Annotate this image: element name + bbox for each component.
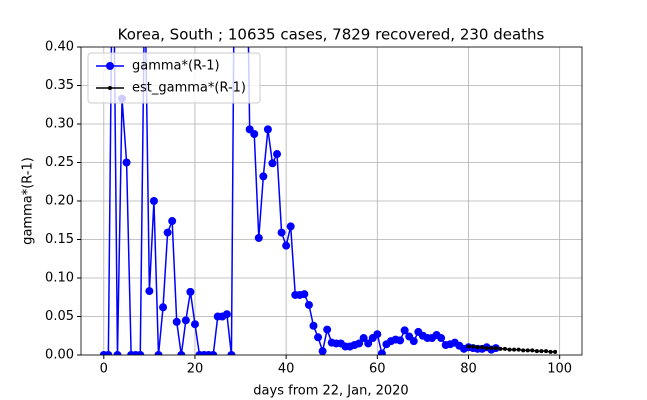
y-tick-label: 0.40 [45, 40, 74, 55]
data-point [314, 333, 323, 342]
y-tick-label: 0.25 [45, 155, 74, 170]
x-tick-label: 0 [100, 362, 108, 377]
data-point [396, 336, 405, 345]
data-point [273, 150, 282, 159]
data-point [484, 346, 489, 351]
data-point [263, 125, 272, 134]
data-point [209, 351, 218, 355]
data-point [177, 351, 186, 355]
y-tick-label: 0.00 [45, 348, 74, 363]
data-point [530, 348, 535, 353]
y-axis-label: gamma*(R-1) [21, 157, 36, 245]
grid [81, 46, 582, 356]
data-point [149, 197, 158, 205]
data-point [489, 346, 494, 351]
data-point [355, 339, 364, 348]
data-point [466, 344, 471, 349]
data-point [254, 233, 263, 242]
data-point [359, 334, 368, 343]
data-point [222, 310, 231, 319]
data-point [437, 334, 446, 343]
data-point [250, 130, 259, 139]
data-point [227, 351, 236, 355]
data-point [163, 228, 172, 237]
data-point [400, 326, 409, 335]
data-point [516, 347, 521, 352]
data-point [190, 320, 199, 329]
data-point [259, 172, 268, 181]
data-point [286, 222, 295, 231]
data-point [493, 346, 498, 351]
data-point [282, 241, 291, 250]
data-point [377, 349, 386, 355]
data-point [539, 349, 544, 354]
data-point [154, 351, 163, 355]
data-point [475, 345, 480, 350]
data-point [553, 349, 558, 354]
y-tick-label: 0.30 [45, 117, 74, 132]
data-point [277, 228, 286, 237]
data-point [186, 287, 195, 296]
data-point [409, 337, 418, 346]
data-point [168, 217, 177, 226]
y-tick-label: 0.05 [45, 309, 74, 324]
data-point [548, 349, 553, 354]
legend-marker [108, 86, 112, 90]
data-point [373, 330, 382, 339]
x-axis-label: days from 22, Jan, 2020 [253, 384, 408, 399]
x-tick-label: 100 [547, 362, 572, 377]
data-point [309, 321, 318, 330]
data-point [304, 300, 313, 309]
x-tick-label: 60 [369, 362, 386, 377]
data-point [122, 158, 131, 167]
data-point [480, 345, 485, 350]
data-point [521, 348, 526, 353]
plot-area [99, 47, 558, 355]
data-point [145, 287, 154, 296]
data-point [300, 290, 309, 299]
y-tick-label: 0.10 [45, 271, 74, 286]
x-tick-label: 80 [460, 362, 477, 377]
data-point [181, 316, 190, 325]
chart-title: Korea, South ; 10635 cases, 7829 recover… [118, 26, 545, 44]
data-point [113, 351, 122, 355]
legend-label: est_gamma*(R-1) [132, 81, 246, 96]
legend-label: gamma*(R-1) [132, 59, 220, 74]
data-point [159, 303, 168, 312]
data-point [512, 347, 517, 352]
legend-box [87, 52, 261, 104]
data-point [507, 347, 512, 352]
legend: gamma*(R-1) est_gamma*(R-1) [87, 52, 261, 104]
data-point [268, 159, 277, 168]
y-tick-label: 0.15 [45, 232, 74, 247]
data-point [136, 351, 145, 355]
y-tick-label: 0.20 [45, 194, 74, 209]
y-tick-label: 0.35 [45, 78, 74, 93]
data-point [323, 325, 332, 334]
legend-marker [106, 62, 114, 70]
x-tick-label: 20 [187, 362, 204, 377]
data-point [543, 349, 548, 354]
data-point [498, 346, 503, 351]
x-tick-label: 40 [278, 362, 295, 377]
data-point [534, 349, 539, 354]
data-point [471, 344, 476, 349]
data-point [318, 347, 327, 355]
data-point [525, 348, 530, 353]
data-point [172, 317, 181, 326]
data-point [104, 351, 113, 355]
data-point [502, 346, 507, 351]
data-point [364, 339, 373, 348]
